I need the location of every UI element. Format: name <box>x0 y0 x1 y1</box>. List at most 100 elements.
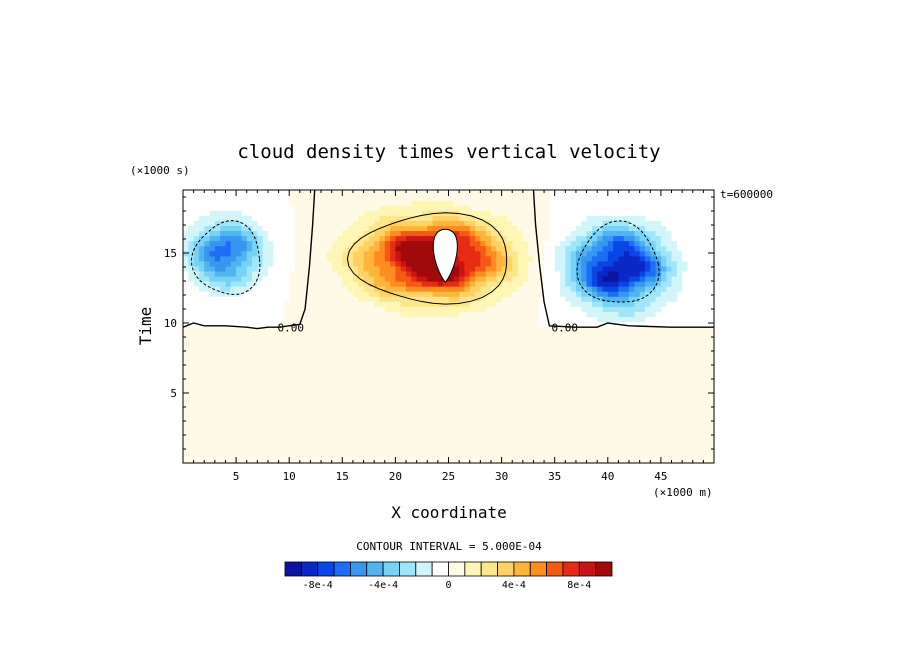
heatmap-cell <box>703 387 710 393</box>
heatmap-cell <box>703 286 710 292</box>
heatmap-cell <box>629 291 635 297</box>
heatmap-cell <box>305 291 312 297</box>
heatmap-cell <box>225 407 232 414</box>
heatmap-cell <box>352 286 359 292</box>
heatmap-cell <box>623 412 630 419</box>
heatmap-cell <box>464 321 471 328</box>
heatmap-cell <box>336 291 343 297</box>
heatmap-cell <box>278 291 285 297</box>
heatmap-cell <box>427 351 434 358</box>
heatmap-cell <box>687 377 694 383</box>
heatmap-cell <box>342 301 349 307</box>
heatmap-cell <box>267 346 274 353</box>
heatmap-cell <box>294 387 301 393</box>
heatmap-cell <box>666 457 673 464</box>
heatmap-cell <box>363 341 370 348</box>
heatmap-cell <box>427 210 434 216</box>
heatmap-cell <box>644 291 651 297</box>
heatmap-cell <box>416 382 423 388</box>
heatmap-cell <box>437 341 444 348</box>
heatmap-cell <box>267 245 274 252</box>
heatmap-cell <box>501 215 508 221</box>
heatmap-cell <box>459 240 466 247</box>
heatmap-cell <box>352 442 359 449</box>
heatmap-cell <box>384 382 391 388</box>
heatmap-cell <box>252 215 258 221</box>
heatmap-cell <box>395 407 402 414</box>
heatmap-cell <box>448 427 455 434</box>
heatmap-cell <box>538 250 545 257</box>
heatmap-cell <box>703 382 710 388</box>
heatmap-cell <box>506 275 513 282</box>
heatmap-cell <box>204 296 211 302</box>
heatmap-cell <box>193 291 200 297</box>
heatmap-cell <box>411 286 418 292</box>
heatmap-cell <box>241 326 248 333</box>
heatmap-cell <box>671 225 678 232</box>
heatmap-cell <box>283 366 290 373</box>
heatmap-cell <box>188 412 195 419</box>
heatmap-cell <box>660 215 667 221</box>
heatmap-cell <box>193 311 200 317</box>
heatmap-cell <box>698 341 704 348</box>
heatmap-cell <box>230 402 237 408</box>
heatmap-cell <box>326 245 333 252</box>
heatmap-cell <box>406 417 412 424</box>
heatmap-cell <box>496 341 503 348</box>
heatmap-cell <box>703 240 710 247</box>
heatmap-cell <box>336 437 343 444</box>
heatmap-cell <box>453 326 460 333</box>
heatmap-cell <box>448 402 455 408</box>
heatmap-cell <box>246 245 253 252</box>
heatmap-cell <box>655 402 662 408</box>
heatmap-cell <box>342 447 349 454</box>
heatmap-cell <box>613 245 620 252</box>
heatmap-cell <box>538 336 545 343</box>
heatmap-cell <box>427 356 434 363</box>
heatmap-cell <box>358 260 365 267</box>
heatmap-cell <box>687 417 694 424</box>
heatmap-cell <box>533 331 540 338</box>
heatmap-cell <box>687 346 694 353</box>
heatmap-cell <box>512 351 519 358</box>
heatmap-cell <box>676 296 683 302</box>
heatmap-cell <box>241 215 248 221</box>
heatmap-cell <box>485 301 492 307</box>
heatmap-cell <box>512 457 519 464</box>
heatmap-cell <box>400 286 407 292</box>
heatmap-cell <box>469 260 476 267</box>
heatmap-cell <box>342 377 349 383</box>
heatmap-cell <box>321 245 327 252</box>
heatmap-cell <box>321 361 327 368</box>
heatmap-cell <box>252 326 258 333</box>
heatmap-cell <box>427 230 434 237</box>
heatmap-cell <box>198 432 205 439</box>
heatmap-cell <box>262 250 269 257</box>
heatmap-cell <box>267 417 274 424</box>
heatmap-cell <box>183 270 189 277</box>
heatmap-cell <box>204 402 211 408</box>
heatmap-cell <box>522 311 529 317</box>
heatmap-cell <box>682 225 689 232</box>
heatmap-cell <box>570 265 577 272</box>
heatmap-cell <box>443 215 450 221</box>
heatmap-cell <box>230 250 237 257</box>
heatmap-cell <box>299 270 306 277</box>
heatmap-cell <box>363 275 370 282</box>
heatmap-cell <box>469 331 476 338</box>
heatmap-cell <box>586 457 593 464</box>
heatmap-cell <box>475 331 481 338</box>
heatmap-cell <box>358 356 365 363</box>
heatmap-cell <box>581 361 588 368</box>
heatmap-cell <box>225 432 232 439</box>
heatmap-cell <box>554 392 561 398</box>
heatmap-cell <box>374 407 381 414</box>
heatmap-cell <box>246 361 253 368</box>
heatmap-cell <box>209 301 216 307</box>
heatmap-cell <box>570 437 577 444</box>
heatmap-cell <box>533 270 540 277</box>
heatmap-cell <box>575 301 582 307</box>
heatmap-cell <box>560 442 566 449</box>
heatmap-cell <box>267 392 274 398</box>
heatmap-cell <box>544 346 550 353</box>
